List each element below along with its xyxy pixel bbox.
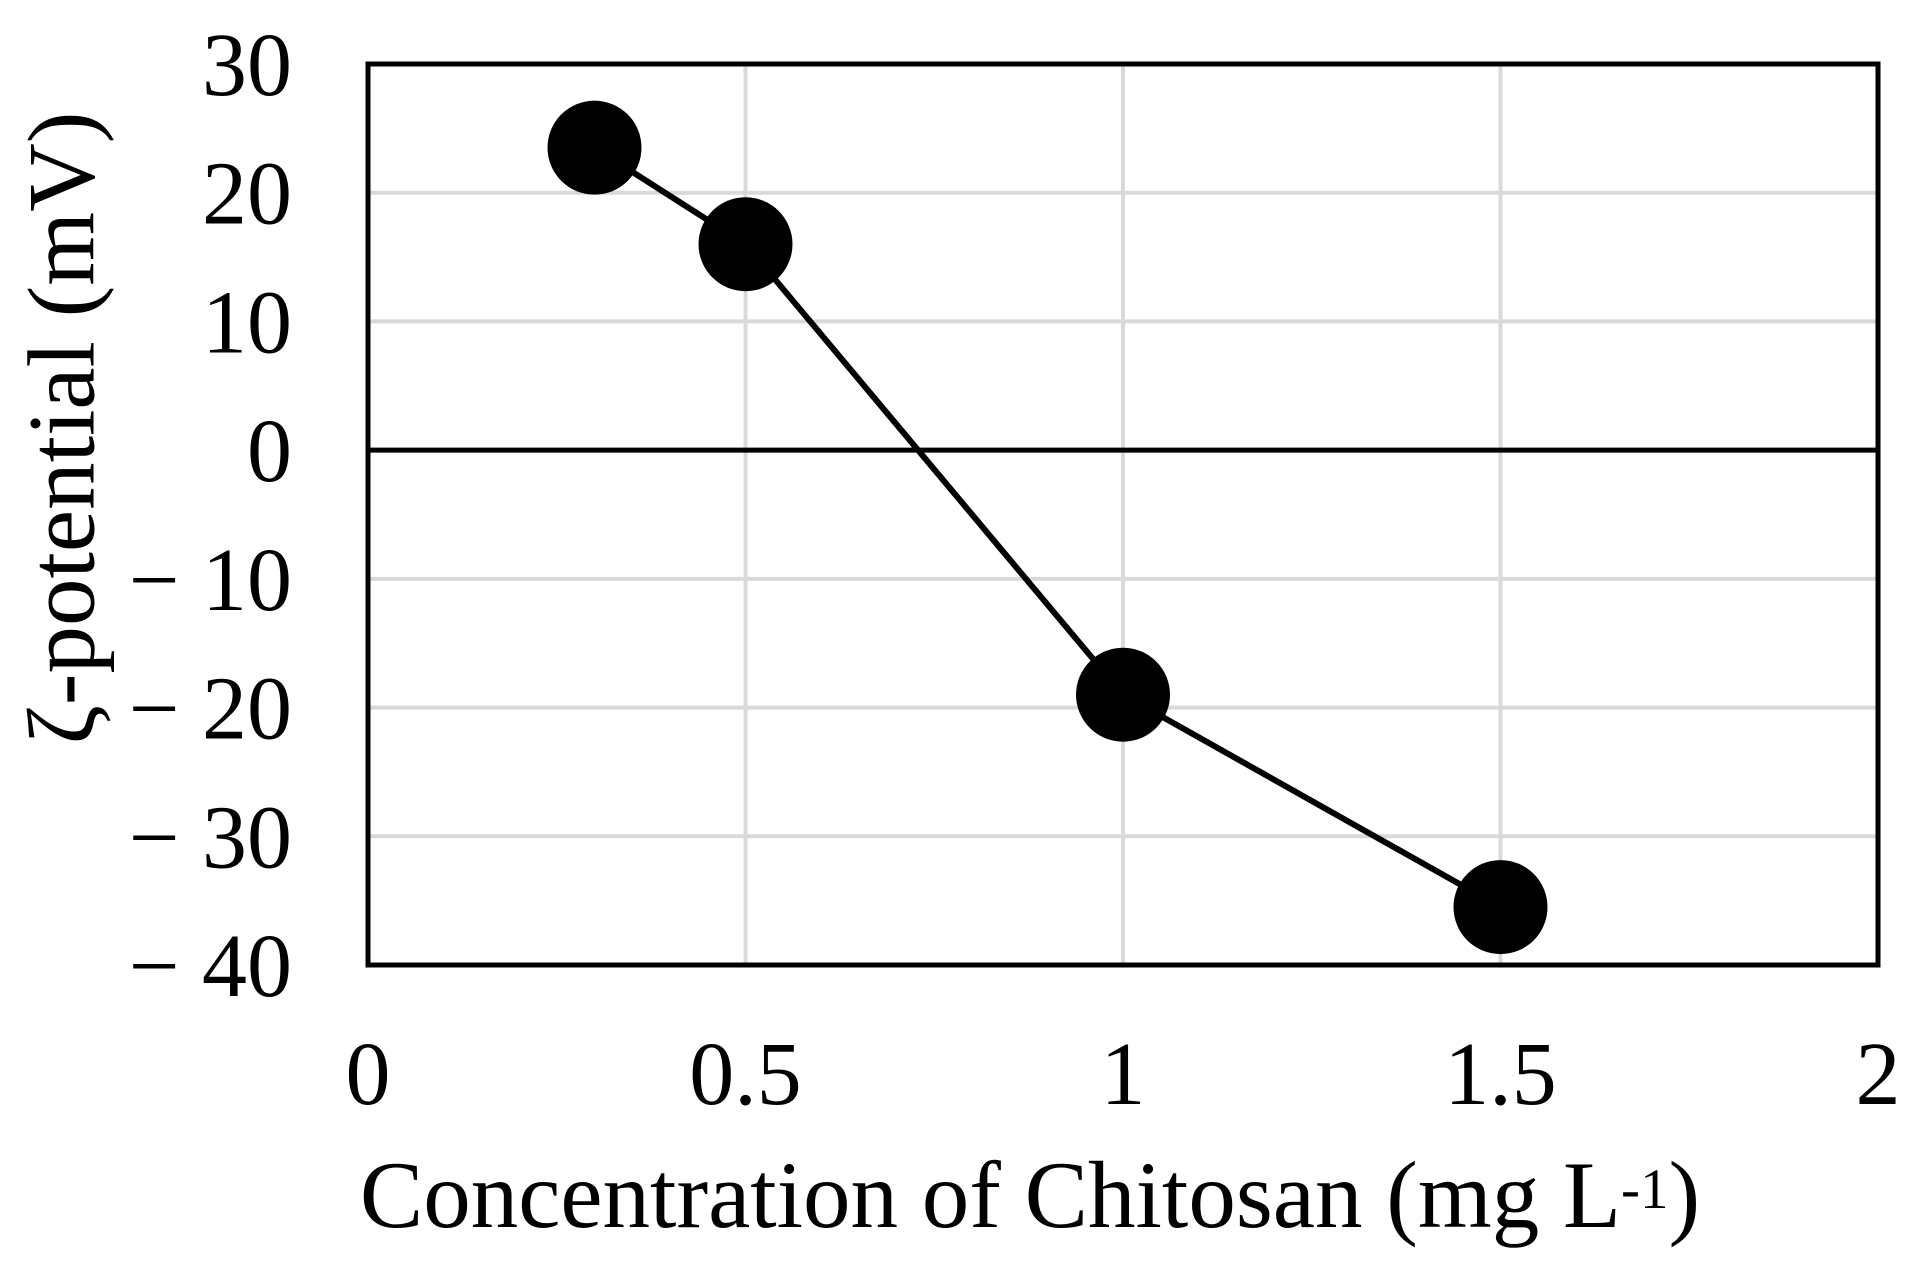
- x-tick-label: 1.5: [1444, 1025, 1557, 1124]
- x-tick-label: 0: [346, 1025, 391, 1124]
- y-tick-label: 0: [247, 402, 292, 501]
- data-point: [547, 100, 642, 195]
- y-tick-label: 10: [202, 273, 292, 372]
- x-axis-title: Concentration of Chitosan (mg L-1): [360, 1143, 1700, 1248]
- x-axis-title-suffix: ): [1668, 1142, 1701, 1248]
- x-tick-label: 2: [1856, 1025, 1901, 1124]
- data-point: [1076, 647, 1170, 742]
- y-tick-label: − 10: [129, 531, 292, 630]
- x-tick-label: 1: [1101, 1025, 1146, 1124]
- data-point: [1453, 860, 1548, 955]
- y-tick-label: 30: [202, 16, 292, 115]
- y-tick-label: − 20: [129, 660, 292, 759]
- y-tick-label: 20: [202, 145, 292, 244]
- x-tick-label: 0.5: [689, 1025, 802, 1124]
- y-axis-title-text: ζ-potential (mV): [8, 111, 115, 745]
- plot-border: [365, 61, 1881, 968]
- y-tick-label: − 30: [129, 788, 292, 887]
- x-axis-title-prefix: Concentration of Chitosan (mg L: [359, 1142, 1622, 1248]
- x-axis-title-superscript: -1: [1621, 1157, 1669, 1221]
- y-tick-label: − 40: [129, 917, 292, 1016]
- series-line: [592, 145, 1502, 910]
- data-point: [698, 197, 793, 292]
- y-axis-title: ζ-potential (mV): [9, 112, 115, 745]
